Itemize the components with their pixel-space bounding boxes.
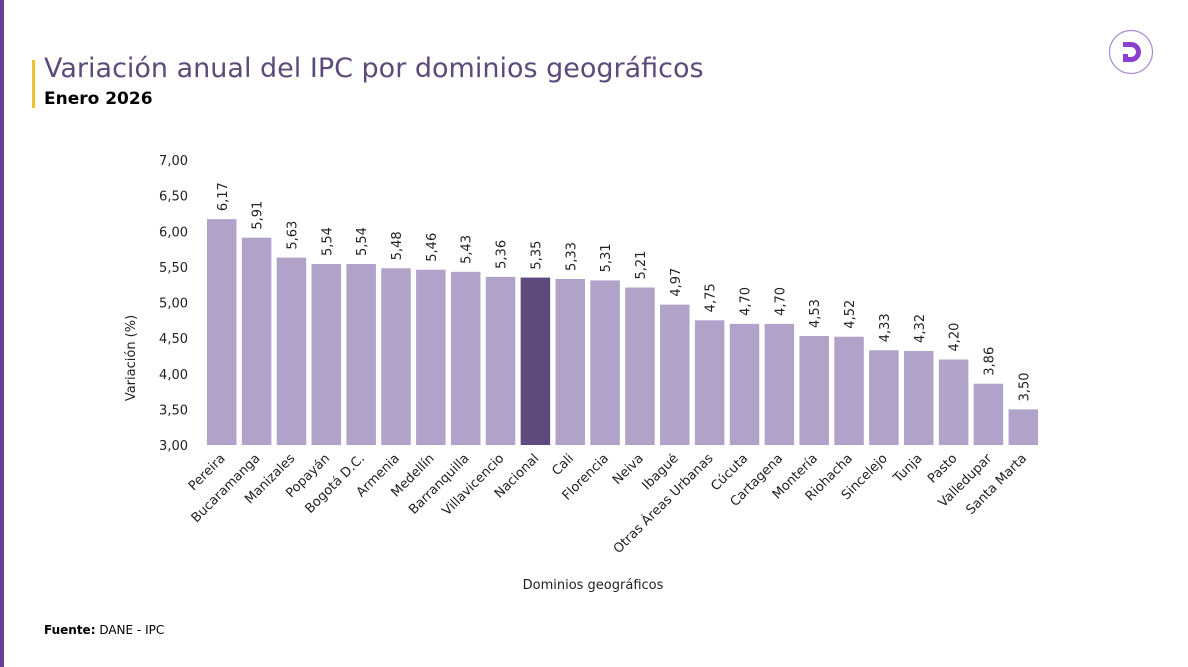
- y-tick-label: 6,00: [159, 225, 188, 240]
- data-label: 5,35: [529, 241, 544, 270]
- data-label: 3,50: [1017, 372, 1032, 401]
- bar-monter-a: [799, 335, 829, 445]
- data-label: 5,36: [495, 240, 510, 269]
- bar-tunja: [904, 350, 934, 445]
- bar-riohacha: [834, 336, 864, 445]
- bar-pereira: [207, 219, 237, 445]
- bar-popay-n: [311, 264, 342, 445]
- y-tick-label: 3,00: [159, 439, 188, 454]
- source-value: DANE - IPC: [95, 623, 165, 637]
- data-label: 3,86: [982, 347, 997, 376]
- data-label: 4,32: [913, 314, 928, 343]
- bar-ibagu-: [660, 304, 690, 445]
- data-label: 4,75: [704, 283, 719, 312]
- bar-nacional: [520, 277, 551, 445]
- bar-neiva: [625, 287, 655, 445]
- y-axis-title: Variación (%): [124, 315, 139, 401]
- data-label: 5,91: [251, 201, 266, 230]
- bar-santa-marta: [1008, 409, 1039, 445]
- bar-pasto: [938, 359, 969, 445]
- bar-medell-n: [416, 269, 446, 445]
- sidebar-accent-bar: [0, 0, 4, 667]
- y-tick-label: 7,00: [159, 154, 188, 169]
- y-tick-label: 5,00: [159, 297, 188, 312]
- bar-cartagena: [764, 323, 795, 445]
- bar-sincelejo: [869, 350, 899, 445]
- x-tick-label: Cali: [549, 451, 577, 479]
- data-label: 5,54: [320, 227, 335, 256]
- bar-bucaramanga: [241, 237, 272, 445]
- data-label: 4,97: [669, 268, 684, 297]
- source-label: Fuente:: [44, 623, 96, 637]
- data-label: 5,33: [564, 242, 579, 271]
- data-label: 4,70: [773, 287, 788, 316]
- data-label: 4,52: [843, 300, 858, 329]
- data-label: 5,21: [634, 251, 649, 280]
- title-accent-bar: [32, 60, 35, 108]
- bar-cali: [555, 278, 585, 445]
- data-label: 4,70: [739, 287, 754, 316]
- bar-valledupar: [973, 383, 1004, 445]
- data-label: 5,54: [355, 227, 370, 256]
- data-label: 6,17: [216, 182, 231, 211]
- bar-otras-reas-urbanas: [694, 320, 725, 445]
- page-subtitle: Enero 2026: [44, 89, 153, 109]
- bar-barranquilla: [450, 271, 481, 445]
- x-tick-label: Tunja: [890, 451, 925, 486]
- bar-villavicencio: [485, 276, 516, 445]
- data-label: 4,33: [878, 313, 893, 342]
- y-tick-label: 6,50: [159, 190, 188, 205]
- data-label: 4,53: [808, 299, 823, 328]
- data-label: 4,20: [948, 323, 963, 352]
- data-label: 5,48: [390, 231, 405, 260]
- page-title: Variación anual del IPC por dominios geo…: [44, 53, 704, 84]
- y-tick-label: 3,50: [159, 403, 188, 418]
- data-label: 5,43: [460, 235, 475, 264]
- data-label: 5,31: [599, 243, 614, 272]
- bar-manizales: [276, 257, 307, 445]
- y-tick-label: 5,50: [159, 261, 188, 276]
- y-tick-label: 4,00: [159, 368, 188, 383]
- data-label: 5,46: [425, 233, 440, 262]
- bar-c-cuta: [729, 323, 760, 445]
- logo-icon: [1108, 29, 1154, 75]
- bar-bogot-d-c-: [346, 264, 376, 445]
- source-note: Fuente: DANE - IPC: [44, 623, 164, 637]
- bar-florencia: [590, 280, 620, 445]
- x-axis-title: Dominios geográficos: [523, 578, 664, 593]
- bar-armenia: [381, 268, 411, 445]
- data-label: 5,63: [285, 221, 300, 250]
- y-tick-label: 4,50: [159, 332, 188, 347]
